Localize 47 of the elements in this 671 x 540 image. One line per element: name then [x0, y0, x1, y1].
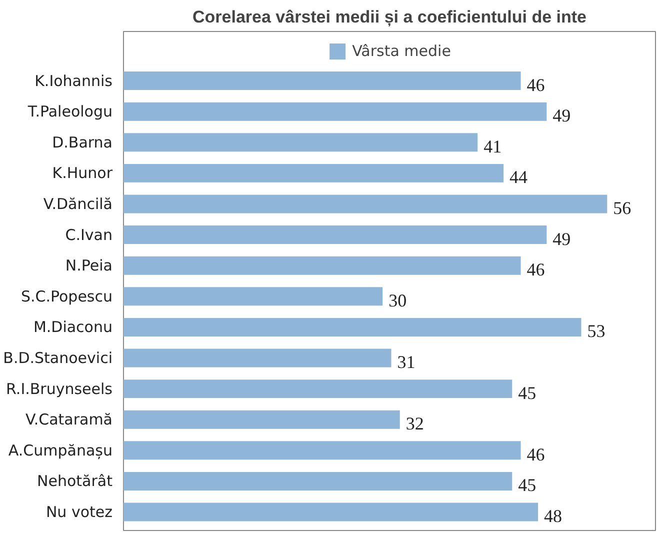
bar [124, 72, 521, 90]
y-tick-label: K.Hunor [52, 164, 114, 182]
data-label: 46 [526, 74, 545, 95]
bar [124, 348, 392, 368]
y-tick-label: S.C.Popescu [20, 287, 113, 306]
data-label: 30 [388, 290, 407, 310]
bar [124, 164, 504, 182]
bar [124, 318, 582, 336]
y-tick-label: T.Paleologu [26, 102, 113, 121]
data-label: 56 [613, 198, 632, 218]
data-label: 44 [510, 167, 528, 188]
y-tick-label: K.Iohannis [34, 72, 113, 90]
bar [124, 380, 512, 398]
y-tick-label: D.Barna [52, 133, 113, 152]
data-label: 53 [587, 321, 606, 342]
data-label: 45 [518, 382, 536, 403]
data-label: 49 [552, 106, 571, 126]
data-label: 45 [518, 475, 536, 496]
data-label: 48 [544, 506, 562, 526]
y-tick-label: Nehotărât [37, 472, 113, 490]
y-tick-label: V.Cataramă [26, 410, 113, 429]
y-tick-label: Nu votez [46, 503, 113, 522]
bar [124, 502, 538, 522]
bar [124, 102, 547, 121]
data-label: 32 [406, 414, 424, 434]
y-tick-label: N.Peia [65, 256, 113, 275]
data-label: 41 [484, 136, 502, 156]
y-tick-label: A.Cumpănașu [8, 441, 112, 460]
data-label: 31 [397, 352, 416, 372]
bar [124, 410, 400, 429]
legend-label: Vârsta medie [352, 42, 451, 60]
data-label: 46 [526, 260, 545, 280]
bar [124, 472, 512, 490]
data-label: 46 [526, 444, 545, 464]
y-tick-label: R.I.Bruynseels [6, 380, 113, 398]
bar [124, 287, 383, 306]
y-tick-label: M.Diaconu [33, 318, 113, 336]
bar [124, 226, 547, 244]
y-tick-label: V.Dăncilă [43, 194, 113, 213]
bar [124, 133, 478, 152]
bar [124, 256, 521, 275]
bar [124, 194, 608, 214]
bar [124, 441, 521, 460]
data-label: 49 [552, 228, 571, 249]
y-tick-label: B.D.Stanoevici [3, 349, 112, 368]
chart-title: Corelarea vârstei medii și a coeficientului de inte [192, 8, 586, 26]
y-tick-label: C.Ivan [65, 226, 113, 244]
